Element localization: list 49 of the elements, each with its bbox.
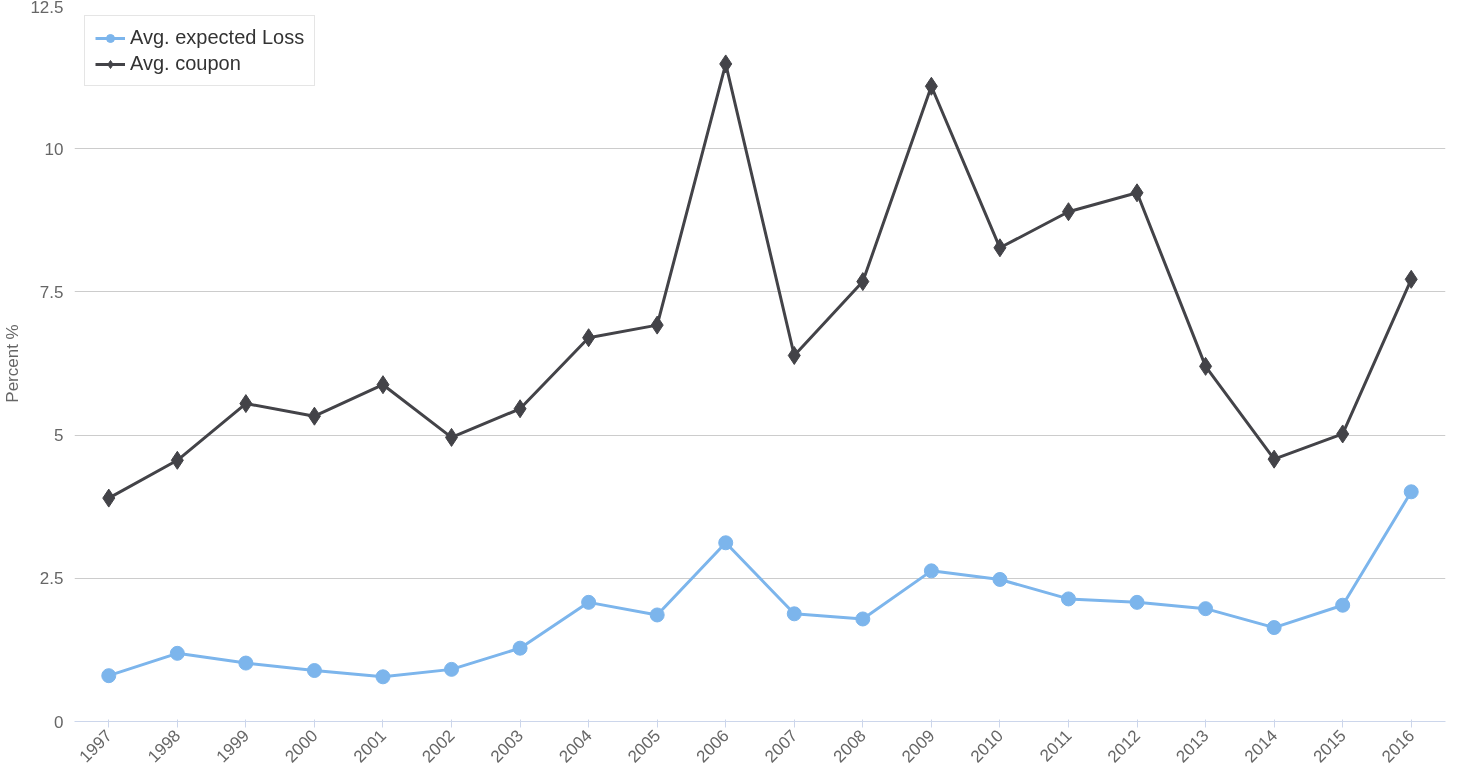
point — [649, 607, 665, 623]
point — [1199, 356, 1213, 376]
point — [786, 606, 802, 622]
y-tick-label: 0 — [54, 712, 64, 732]
point — [855, 611, 871, 627]
point — [1267, 449, 1281, 469]
point — [170, 450, 184, 470]
point — [513, 399, 527, 419]
point — [445, 427, 459, 447]
point — [924, 76, 938, 96]
point — [787, 345, 801, 365]
point — [582, 328, 596, 348]
point — [856, 272, 870, 292]
point — [1130, 183, 1144, 203]
point — [239, 394, 253, 414]
point — [444, 661, 460, 677]
point — [1336, 424, 1350, 444]
point — [719, 54, 733, 74]
point — [718, 535, 734, 551]
point — [1335, 597, 1351, 613]
point — [1129, 594, 1145, 610]
point — [581, 594, 597, 610]
y-tick-label: 10 — [44, 139, 64, 159]
point — [307, 406, 321, 426]
point — [375, 669, 391, 685]
point — [993, 238, 1007, 258]
point — [1403, 484, 1419, 500]
point — [1060, 591, 1076, 607]
point — [1198, 601, 1214, 617]
point — [650, 315, 664, 335]
legend-label: Avg. coupon — [130, 52, 241, 75]
y-tick-label: 2.5 — [39, 569, 64, 589]
point — [376, 375, 390, 395]
point — [923, 563, 939, 579]
point — [992, 571, 1008, 587]
point — [238, 655, 254, 671]
point — [169, 645, 185, 661]
point — [512, 640, 528, 656]
y-axis-title: Percent % — [3, 324, 23, 403]
point — [1266, 620, 1282, 636]
legend-label: Avg. expected Loss — [130, 26, 305, 49]
point — [1061, 202, 1075, 222]
point — [1404, 269, 1418, 289]
point — [101, 668, 117, 684]
y-tick-label: 5 — [54, 426, 64, 446]
point — [306, 663, 322, 679]
y-tick-label: 7.5 — [39, 282, 64, 302]
y-tick-label: 12.5 — [30, 0, 64, 17]
point — [102, 488, 116, 508]
